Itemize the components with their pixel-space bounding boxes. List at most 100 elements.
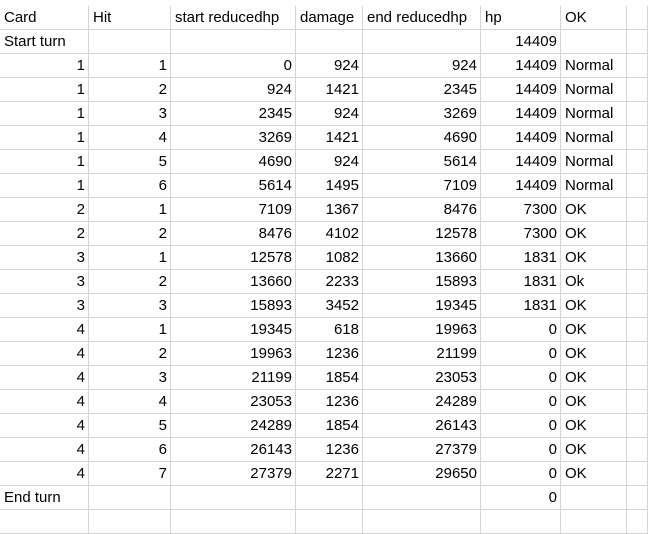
cell-card[interactable]: 1 (0, 174, 89, 198)
cell-hit[interactable]: 6 (89, 438, 171, 462)
cell-damage[interactable]: 2271 (296, 462, 363, 486)
cell-damage[interactable]: 3452 (296, 294, 363, 318)
cell-hit[interactable]: 2 (89, 78, 171, 102)
cell-damage[interactable]: 1236 (296, 342, 363, 366)
cell-extra[interactable] (627, 462, 648, 486)
cell-start-reducedhp[interactable]: 19345 (171, 318, 296, 342)
cell-start-reducedhp[interactable]: 3269 (171, 126, 296, 150)
cell-start-reducedhp[interactable] (171, 510, 296, 534)
cell-end-reducedhp[interactable]: 8476 (363, 198, 481, 222)
cell-ok[interactable]: OK (561, 318, 627, 342)
cell-hp[interactable]: 0 (481, 390, 561, 414)
cell-card[interactable]: 4 (0, 462, 89, 486)
cell-damage[interactable] (296, 510, 363, 534)
cell-card[interactable]: 1 (0, 78, 89, 102)
header-cell-start-reducedhp[interactable]: start reducedhp (171, 6, 296, 30)
cell-hit[interactable] (89, 510, 171, 534)
cell-damage[interactable]: 924 (296, 150, 363, 174)
cell-extra[interactable] (627, 270, 648, 294)
cell-hit[interactable]: 3 (89, 294, 171, 318)
cell-card[interactable]: 4 (0, 438, 89, 462)
cell-start-reducedhp[interactable]: 21199 (171, 366, 296, 390)
cell-start-reducedhp[interactable]: 4690 (171, 150, 296, 174)
header-cell-hit[interactable]: Hit (89, 6, 171, 30)
cell-start-reducedhp[interactable]: 23053 (171, 390, 296, 414)
cell-start-reducedhp[interactable]: 924 (171, 78, 296, 102)
cell-end-reducedhp[interactable]: 27379 (363, 438, 481, 462)
cell-extra[interactable] (627, 414, 648, 438)
cell-ok[interactable]: OK (561, 390, 627, 414)
cell-card[interactable]: 1 (0, 54, 89, 78)
cell-ok[interactable]: OK (561, 246, 627, 270)
cell-card[interactable]: 1 (0, 102, 89, 126)
cell-hit[interactable]: 2 (89, 270, 171, 294)
cell-end-reducedhp[interactable]: 21199 (363, 342, 481, 366)
header-cell-ok[interactable]: OK (561, 6, 627, 30)
cell-damage[interactable]: 1236 (296, 438, 363, 462)
cell-end-reducedhp[interactable]: 3269 (363, 102, 481, 126)
cell-card[interactable]: 4 (0, 318, 89, 342)
cell-card[interactable]: 4 (0, 390, 89, 414)
cell-damage[interactable]: 924 (296, 54, 363, 78)
cell-damage[interactable]: 2233 (296, 270, 363, 294)
cell-damage[interactable]: 1236 (296, 390, 363, 414)
cell-ok[interactable]: Normal (561, 174, 627, 198)
cell-damage[interactable]: 1082 (296, 246, 363, 270)
cell-hp[interactable]: 14409 (481, 102, 561, 126)
cell-ok[interactable]: OK (561, 462, 627, 486)
cell-card[interactable]: 3 (0, 246, 89, 270)
header-cell-damage[interactable]: damage (296, 6, 363, 30)
header-cell-hp[interactable]: hp (481, 6, 561, 30)
cell-extra[interactable] (627, 78, 648, 102)
cell-extra[interactable] (627, 54, 648, 78)
cell-extra[interactable] (627, 30, 648, 54)
cell-damage[interactable] (296, 486, 363, 510)
cell-start-reducedhp[interactable]: 19963 (171, 342, 296, 366)
cell-hit[interactable]: 5 (89, 414, 171, 438)
cell-ok[interactable]: OK (561, 366, 627, 390)
cell-end-reducedhp[interactable]: 23053 (363, 366, 481, 390)
cell-card[interactable]: 4 (0, 342, 89, 366)
cell-end-reducedhp[interactable]: 13660 (363, 246, 481, 270)
cell-hit[interactable]: 3 (89, 102, 171, 126)
cell-hit[interactable]: 1 (89, 246, 171, 270)
cell-hp[interactable]: 1831 (481, 246, 561, 270)
cell-start-reducedhp[interactable]: 5614 (171, 174, 296, 198)
cell-extra[interactable] (627, 366, 648, 390)
cell-hp[interactable]: 14409 (481, 126, 561, 150)
cell-ok[interactable]: Normal (561, 78, 627, 102)
cell-hp[interactable]: 0 (481, 438, 561, 462)
cell-hp[interactable]: 7300 (481, 222, 561, 246)
cell-hp[interactable]: 0 (481, 414, 561, 438)
cell-damage[interactable]: 1495 (296, 174, 363, 198)
cell-ok[interactable]: Normal (561, 54, 627, 78)
cell-extra[interactable] (627, 102, 648, 126)
cell-card[interactable]: 3 (0, 294, 89, 318)
header-cell-extra[interactable] (627, 6, 648, 30)
cell-hit[interactable]: 7 (89, 462, 171, 486)
cell-ok[interactable]: Ok (561, 270, 627, 294)
cell-start-reducedhp[interactable]: 15893 (171, 294, 296, 318)
cell-extra[interactable] (627, 294, 648, 318)
cell-card[interactable]: 1 (0, 126, 89, 150)
cell-extra[interactable] (627, 342, 648, 366)
cell-end-reducedhp[interactable]: 24289 (363, 390, 481, 414)
cell-hit[interactable]: 1 (89, 54, 171, 78)
cell-end-reducedhp[interactable]: 2345 (363, 78, 481, 102)
cell-card[interactable]: 1 (0, 150, 89, 174)
cell-ok[interactable]: Normal (561, 102, 627, 126)
cell-ok[interactable] (561, 30, 627, 54)
cell-card[interactable]: 2 (0, 222, 89, 246)
cell-start-reducedhp[interactable]: 26143 (171, 438, 296, 462)
cell-extra[interactable] (627, 126, 648, 150)
cell-damage[interactable]: 924 (296, 102, 363, 126)
cell-hp[interactable]: 0 (481, 342, 561, 366)
cell-end-reducedhp[interactable]: 4690 (363, 126, 481, 150)
cell-hp[interactable]: 14409 (481, 150, 561, 174)
cell-damage[interactable]: 4102 (296, 222, 363, 246)
cell-end-reducedhp[interactable] (363, 30, 481, 54)
cell-ok[interactable]: OK (561, 294, 627, 318)
cell-hit[interactable]: 1 (89, 318, 171, 342)
cell-card[interactable] (0, 510, 89, 534)
cell-hit[interactable]: 6 (89, 174, 171, 198)
